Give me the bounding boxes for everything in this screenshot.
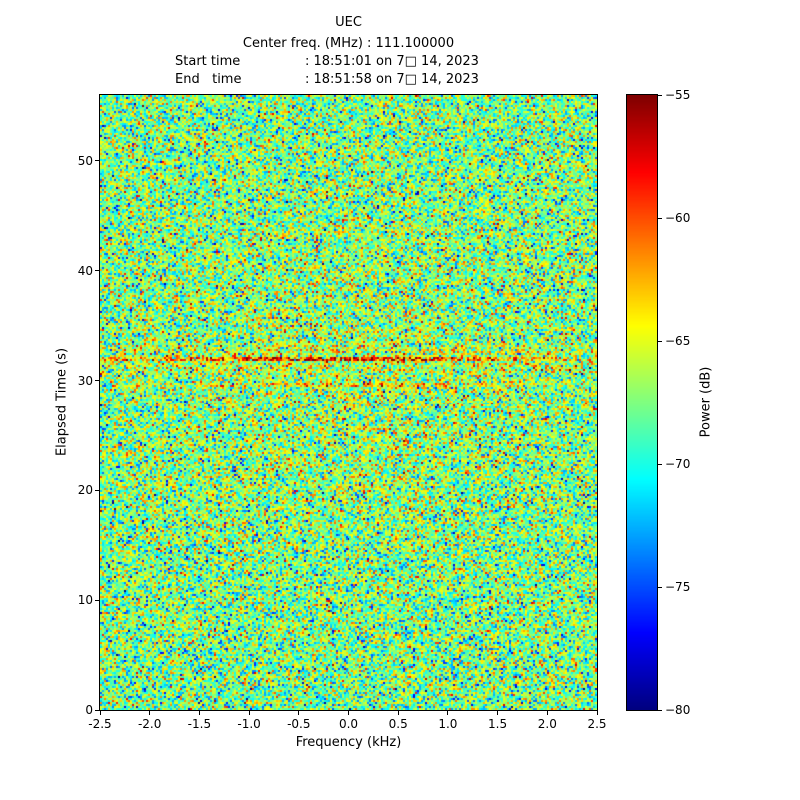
x-tick-mark [298, 711, 300, 715]
colorbar-tick-label: −55 [665, 88, 691, 102]
x-tick-mark [447, 711, 449, 715]
y-tick-label: 0 [85, 703, 93, 717]
y-tick-mark [95, 599, 99, 601]
colorbar-tick-mark [658, 463, 662, 465]
y-tick-mark [95, 709, 99, 711]
x-axis-label: Frequency (kHz) [295, 735, 402, 750]
colorbar-tick-label: −65 [665, 334, 691, 348]
chart-title: UEC [335, 15, 362, 30]
x-tick-label: -1.5 [187, 717, 212, 731]
x-tick-mark [397, 711, 399, 715]
colorbar-tick-label: −70 [665, 457, 691, 471]
start-time-line: Start time : 18:51:01 on 7□ 14, 2023 [175, 54, 479, 70]
y-tick-label: 20 [77, 483, 93, 498]
x-tick-label: -2.5 [88, 717, 112, 731]
y-tick-label: 40 [77, 263, 93, 278]
x-tick-mark [198, 711, 200, 715]
y-tick-mark [95, 270, 99, 272]
y-tick-mark [95, 380, 99, 382]
end-time-line: End time : 18:51:58 on 7□ 14, 2023 [175, 72, 479, 88]
colorbar-tick-label: −75 [665, 580, 691, 594]
center-freq-line: Center freq. (MHz) : 111.100000 [242, 36, 455, 51]
y-tick-mark [95, 160, 99, 162]
colorbar-tick-mark [658, 217, 662, 219]
start-time-label: Start time [175, 54, 241, 69]
colorbar-tick-mark [658, 709, 662, 711]
x-tick-mark [149, 711, 151, 715]
x-tick-mark [348, 711, 349, 715]
colorbar-tick-label: −60 [665, 211, 691, 225]
end-time-value: : 18:51:58 on 7□ 14, 2023 [305, 72, 479, 87]
end-time-label: End time [175, 72, 242, 87]
x-tick-mark [546, 711, 548, 715]
x-tick-label: 0.5 [388, 717, 408, 731]
y-axis-label: Elapsed Time (s) [54, 347, 70, 457]
colorbar-tick-mark [658, 340, 662, 342]
y-tick-mark [95, 489, 99, 491]
y-tick-label: 30 [77, 373, 93, 388]
colorbar-tick-label: −80 [665, 703, 691, 717]
colorbar-label: Power (dB) [698, 366, 714, 438]
x-tick-label: 2.0 [537, 717, 557, 731]
spectrogram-heatmap [99, 94, 598, 711]
x-tick-mark [497, 711, 499, 715]
x-tick-label: 1.5 [488, 717, 508, 731]
x-tick-label: 1.0 [438, 717, 458, 731]
start-time-value: : 18:51:01 on 7□ 14, 2023 [305, 54, 479, 69]
y-tick-label: 50 [77, 153, 93, 168]
y-tick-label: 10 [77, 593, 93, 608]
colorbar-tick-mark [658, 586, 662, 588]
x-tick-label: 2.5 [587, 717, 607, 731]
x-tick-label: -0.5 [287, 717, 311, 731]
x-tick-mark [99, 711, 101, 715]
x-tick-mark [596, 711, 598, 715]
x-tick-label: -1.0 [237, 717, 261, 731]
colorbar-gradient [626, 94, 658, 711]
x-tick-label: 0.0 [338, 717, 359, 731]
colorbar-tick-mark [658, 94, 662, 96]
x-tick-label: -2.0 [137, 717, 162, 731]
x-tick-mark [248, 711, 250, 715]
